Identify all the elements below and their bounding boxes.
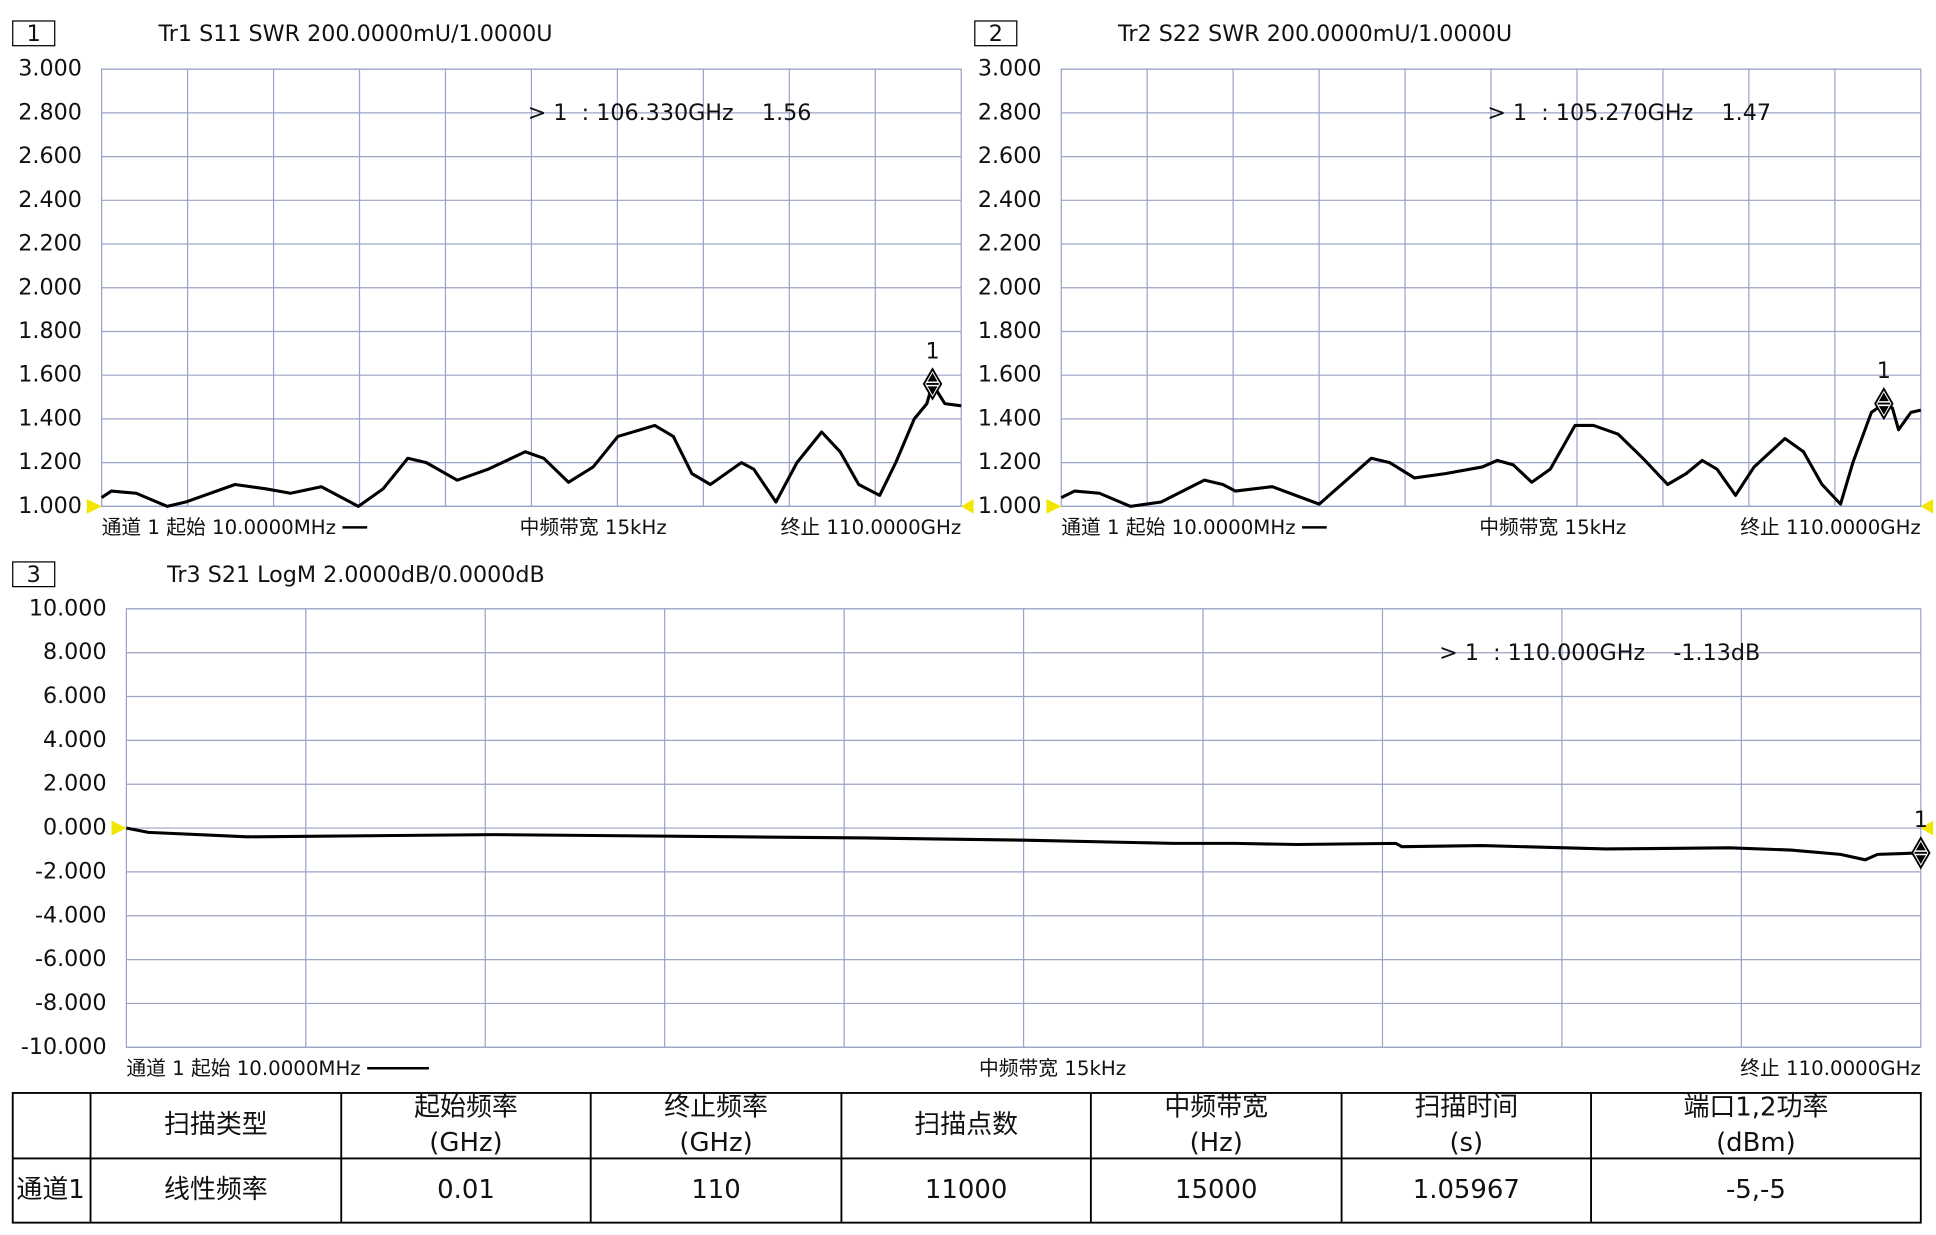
y-tick-label: 1.200 (18, 449, 82, 475)
y-tick-label: 1.200 (978, 449, 1042, 475)
y-tick-label: 1.400 (18, 405, 82, 431)
panel-number: 1 (27, 21, 41, 47)
x-end-label: 终止 110.0000GHz (1740, 516, 1921, 539)
y-tick-label: 1.600 (978, 362, 1042, 388)
x-end-label: 终止 110.0000GHz (1740, 1057, 1921, 1080)
chart-title: Tr1 S11 SWR 200.0000mU/1.0000U (157, 21, 552, 47)
y-tick-label: 1.000 (18, 493, 82, 519)
marker-fill (927, 372, 938, 396)
y-tick-label: 1.800 (978, 318, 1042, 344)
table-header: 扫描类型 (164, 1110, 268, 1140)
y-tick-label: 1.400 (978, 405, 1042, 431)
reference-marker-left (111, 820, 127, 836)
y-tick-label: 1.800 (18, 318, 82, 344)
y-tick-label: -4.000 (35, 902, 107, 928)
y-tick-label: 2.200 (978, 231, 1042, 257)
x-end-label: 终止 110.0000GHz (781, 516, 962, 539)
y-tick-label: 1.600 (18, 362, 82, 388)
table-header: 中频带宽 (1164, 1092, 1268, 1122)
x-start-label: 通道 1 起始 10.0000MHz (126, 1057, 360, 1080)
table-header: 扫描时间 (1414, 1092, 1518, 1122)
y-tick-label: 2.600 (978, 143, 1042, 169)
table-cell: 0.01 (437, 1175, 495, 1205)
y-tick-label: 4.000 (43, 727, 107, 753)
y-tick-label: 8.000 (43, 639, 107, 665)
x-start-label: 通道 1 起始 10.0000MHz (1061, 516, 1295, 539)
y-tick-label: 2.200 (18, 231, 82, 257)
y-tick-label: 2.000 (18, 274, 82, 300)
trace (1060, 402, 1922, 508)
y-tick-label: 1.000 (978, 493, 1042, 519)
y-tick-label: 2.800 (18, 99, 82, 125)
marker-readout: > 1 : 105.270GHz 1.47 (1487, 100, 1771, 126)
trace (126, 826, 1921, 862)
y-tick-label: 2.000 (978, 274, 1042, 300)
marker-readout: > 1 : 110.000GHz -1.13dB (1439, 640, 1760, 666)
marker (922, 367, 943, 401)
panel-box (12, 20, 56, 47)
chart-title: Tr3 S21 LogM 2.0000dB/0.0000dB (166, 562, 545, 588)
x-center-label: 中频带宽 15kHz (979, 1057, 1126, 1080)
panel-number: 3 (27, 562, 41, 588)
reference-marker-right (1920, 498, 1934, 514)
table-header: 扫描点数 (914, 1110, 1018, 1140)
chart-title: Tr2 S22 SWR 200.0000mU/1.0000U (1117, 21, 1512, 47)
table-cell: 线性频率 (164, 1175, 268, 1205)
y-tick-label: 3.000 (18, 56, 82, 82)
y-tick-label: 2.400 (18, 187, 82, 213)
marker-label: 1 (1877, 358, 1891, 384)
marker-fill (1915, 841, 1926, 864)
table-cell: 15000 (1175, 1175, 1257, 1205)
table-header: (Hz) (1190, 1128, 1243, 1158)
marker-label: 1 (925, 338, 939, 364)
table-header: 起始频率 (414, 1092, 518, 1122)
plot-frame (1060, 68, 1922, 507)
trace (100, 382, 962, 508)
table-header: 端口1,2功率 (1683, 1092, 1828, 1122)
y-tick-label: -6.000 (35, 946, 107, 972)
table-header: (dBm) (1716, 1128, 1796, 1158)
y-tick-label: 6.000 (43, 683, 107, 709)
plot-frame (101, 68, 962, 507)
table-cell: 1.05967 (1413, 1175, 1520, 1205)
table-cell: 通道1 (16, 1175, 84, 1205)
panel-box (974, 20, 1018, 47)
panel-box (12, 561, 56, 588)
y-tick-label: 3.000 (978, 56, 1042, 82)
reference-marker-left (86, 498, 102, 514)
x-center-label: 中频带宽 15kHz (1479, 516, 1626, 539)
marker (1874, 386, 1894, 421)
table-header: 终止频率 (664, 1092, 768, 1122)
table-cell: 11000 (925, 1175, 1007, 1205)
x-start-label: 通道 1 起始 10.0000MHz (102, 516, 336, 539)
y-tick-label: 10.000 (29, 595, 107, 621)
y-tick-label: 2.600 (18, 143, 82, 169)
table-header: (GHz) (429, 1128, 502, 1158)
marker-readout: > 1 : 106.330GHz 1.56 (528, 100, 812, 126)
marker (1911, 836, 1931, 870)
y-tick-label: 0.000 (43, 815, 107, 841)
y-tick-label: 2.000 (43, 771, 107, 797)
panel-number: 2 (989, 21, 1003, 47)
reference-marker-right (961, 498, 974, 514)
y-tick-label: -2.000 (35, 858, 107, 884)
table-header: (GHz) (679, 1128, 752, 1158)
marker-label: 1 (1914, 807, 1928, 833)
table-cell: 110 (691, 1175, 740, 1205)
y-tick-label: -10.000 (21, 1034, 107, 1060)
marker-fill (1878, 392, 1889, 415)
table-header: (s) (1449, 1128, 1483, 1158)
y-tick-label: 2.400 (978, 187, 1042, 213)
x-center-label: 中频带宽 15kHz (520, 516, 667, 539)
reference-marker-right (1920, 820, 1934, 836)
reference-marker-left (1046, 498, 1062, 514)
y-tick-label: 2.800 (978, 99, 1042, 125)
table-cell: -5,-5 (1726, 1175, 1786, 1205)
y-tick-label: -8.000 (35, 990, 107, 1016)
